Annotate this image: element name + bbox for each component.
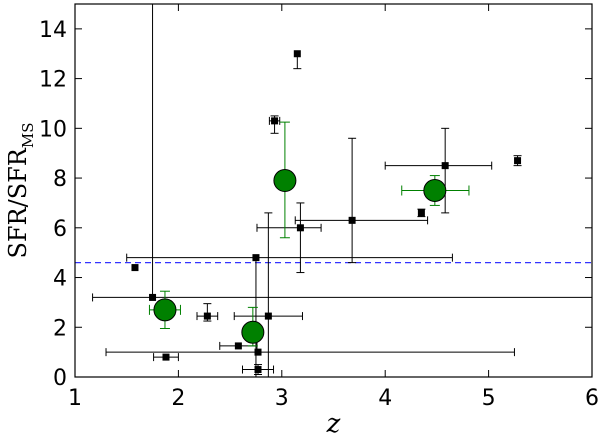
square-marker (417, 209, 425, 217)
errorbar-square-point (105, 348, 515, 357)
x-tick-label: 6 (585, 386, 599, 411)
square-marker (162, 353, 170, 361)
x-axis: 1 2 3 4 5 6 (68, 4, 599, 411)
square-marker (264, 312, 272, 320)
square-marker (234, 342, 242, 350)
y-tick-label: 14 (39, 18, 67, 43)
y-tick-label: 6 (53, 217, 67, 242)
y-axis: 0 2 4 6 8 10 12 14 (39, 18, 592, 391)
x-tick-label: 3 (275, 386, 289, 411)
square-marker (203, 312, 211, 320)
errorbar-square-point (92, 4, 592, 302)
circle-marker (423, 179, 447, 202)
square-marker (254, 366, 262, 374)
y-axis-label-subscript: MS (19, 122, 37, 148)
plot-frame (74, 3, 593, 378)
errorbar-square-point (294, 137, 429, 264)
square-marker (149, 293, 157, 301)
square-marker (348, 216, 356, 224)
errorbar-square-point (256, 202, 322, 274)
y-tick-label: 10 (39, 117, 67, 142)
x-axis-label: z (326, 409, 341, 438)
y-tick-label: 4 (53, 267, 67, 292)
errorbar-square-point (384, 127, 493, 214)
square-marker (296, 224, 304, 232)
circle-marker (241, 320, 265, 344)
x-tick-label: 2 (171, 386, 185, 411)
square-marker (252, 254, 260, 262)
marker-layer (131, 50, 522, 374)
y-tick-label: 12 (39, 68, 67, 93)
square-marker (293, 50, 301, 58)
y-axis-label: SFR/SFRMS (4, 122, 37, 258)
square-marker (441, 162, 449, 170)
x-tick-label: 4 (378, 386, 392, 411)
x-tick-label: 5 (482, 386, 496, 411)
x-tick-label: 1 (68, 386, 82, 411)
square-marker (131, 264, 139, 272)
y-tick-label: 2 (53, 316, 67, 341)
y-tick-label: 0 (53, 366, 67, 391)
circle-marker (273, 169, 297, 193)
y-tick-label: 8 (53, 167, 67, 192)
square-marker (514, 157, 522, 165)
circle-marker (153, 298, 177, 322)
errorbar-square-point (126, 253, 453, 377)
y-axis-label-main: SFR/SFR (4, 147, 32, 258)
square-marker (254, 348, 262, 356)
square-marker (271, 117, 279, 125)
